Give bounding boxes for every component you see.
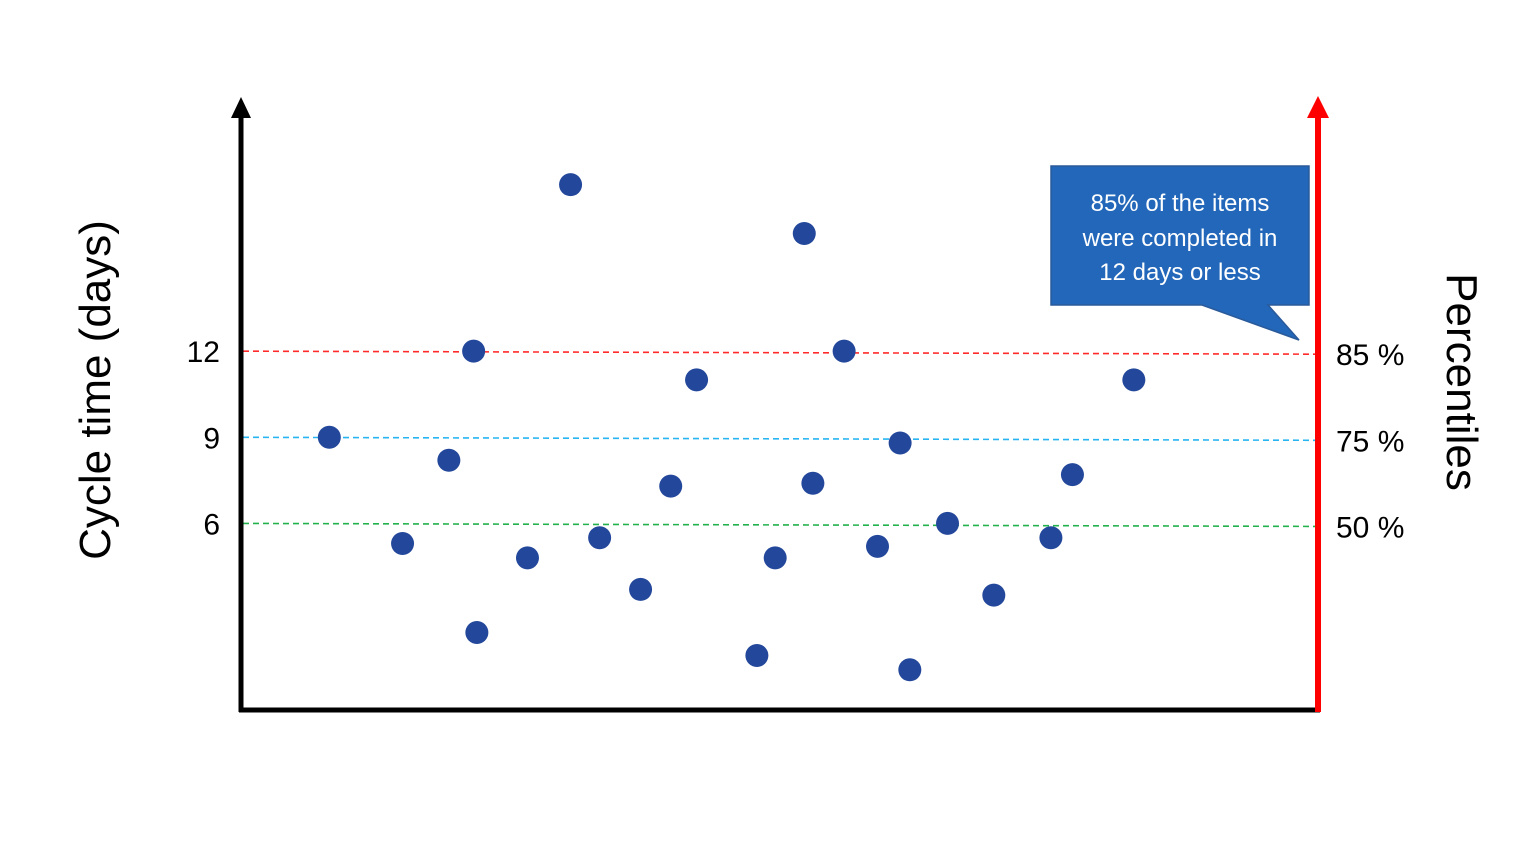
data-point (559, 173, 583, 197)
percentile-label: 85 % (1336, 339, 1404, 372)
percentile-axis-title: Percentiles (1437, 273, 1486, 491)
data-point (1039, 526, 1063, 550)
data-point (462, 339, 486, 363)
data-point (1060, 463, 1084, 487)
annotation-callout: 85% of the items were completed in 12 da… (1050, 165, 1310, 341)
y-tick-label: 6 (203, 508, 220, 541)
data-point (936, 511, 960, 535)
data-point (515, 546, 539, 570)
callout-line-3: 12 days or less (1099, 259, 1260, 286)
callout-box (1050, 165, 1310, 341)
data-point (832, 339, 856, 363)
data-point (866, 534, 890, 558)
data-point (391, 532, 415, 556)
percentile-label: 50 % (1336, 511, 1404, 544)
data-point (588, 526, 612, 550)
data-point (792, 221, 816, 245)
callout-line-2: were completed in (1082, 225, 1278, 252)
data-point (437, 448, 461, 472)
percentile-label: 75 % (1336, 425, 1404, 458)
percentile-labels: 85 % 75 % 50 % (1336, 339, 1404, 544)
data-point (465, 620, 489, 644)
data-point (898, 658, 922, 682)
data-point (317, 425, 341, 449)
data-point (801, 471, 825, 495)
data-points (317, 173, 1146, 682)
y-axis-title: Cycle time (days) (71, 220, 120, 560)
data-point (888, 431, 912, 455)
data-point (982, 583, 1006, 607)
data-point (685, 368, 709, 392)
data-point (659, 474, 683, 498)
y-tick-labels: 12 9 6 (187, 336, 220, 541)
percentile-axis-arrow-icon (1307, 96, 1329, 118)
data-point (629, 577, 653, 601)
percentile-line-75 (242, 436, 1316, 442)
percentile-lines (242, 350, 1316, 528)
y-tick-label: 9 (203, 422, 220, 455)
percentile-line-50 (242, 522, 1316, 528)
callout-line-1: 85% of the items (1091, 190, 1270, 217)
data-point (1122, 368, 1146, 392)
y-tick-label: 12 (187, 336, 220, 369)
y-axis-arrow-icon (231, 97, 251, 118)
data-point (745, 643, 769, 667)
percentile-line-85 (242, 350, 1316, 355)
data-point (763, 546, 787, 570)
